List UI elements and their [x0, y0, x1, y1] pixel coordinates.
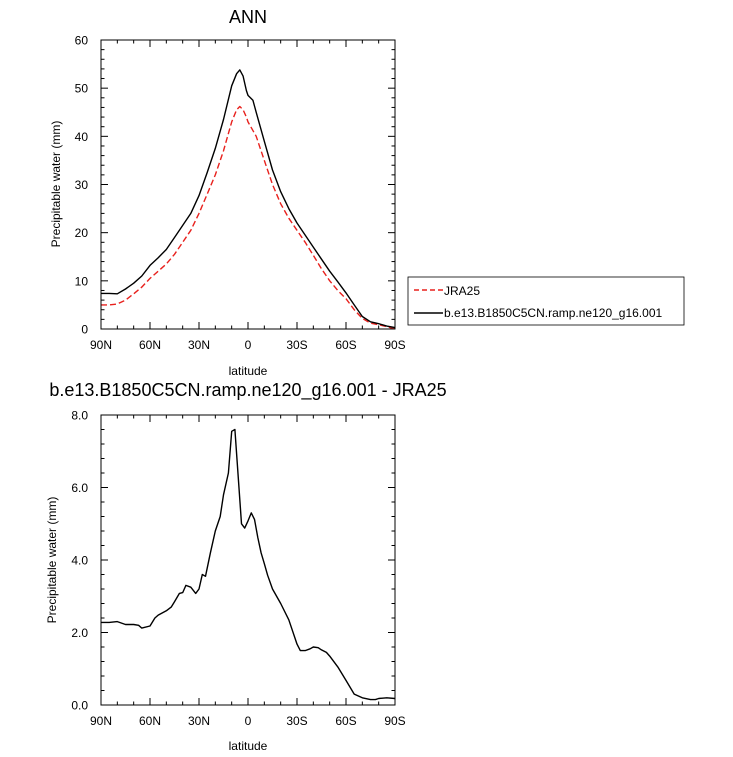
bottom-x-tick-label: 90S	[384, 714, 405, 728]
bottom-chart-title: b.e13.B1850C5CN.ramp.ne120_g16.001 - JRA…	[49, 380, 446, 401]
bottom-y-tick-label: 0.0	[71, 699, 88, 713]
top-x-tick-label: 90N	[90, 338, 112, 352]
legend-box	[407, 276, 685, 326]
top-x-tick-label: 0	[245, 338, 252, 352]
top-y-tick-label: 40	[75, 130, 89, 144]
bottom-panel: b.e13.B1850C5CN.ramp.ne120_g16.001 - JRA…	[45, 380, 447, 753]
legend-label-jra25: JRA25	[444, 284, 480, 298]
bottom-x-axis-label: latitude	[229, 739, 268, 753]
top-plot-frame	[100, 39, 396, 330]
bottom-x-tick-label: 60N	[139, 714, 161, 728]
bottom-plot-frame	[100, 414, 396, 706]
top-y-tick-label: 60	[75, 34, 89, 48]
top-y-tick-label: 30	[75, 178, 89, 192]
top-x-tick-label: 60S	[335, 338, 356, 352]
top-y-tick-label: 50	[75, 82, 89, 96]
top-x-tick-label: 30S	[286, 338, 307, 352]
bottom-y-tick-label: 4.0	[71, 554, 88, 568]
top-y-tick-label: 20	[75, 226, 89, 240]
top-y-tick-label: 0	[81, 323, 88, 337]
top-x-tick-label: 90S	[384, 338, 405, 352]
bottom-y-tick-label: 2.0	[71, 626, 88, 640]
top-panel: ANN 90N 60N 30N 0 30S 60S 90S 0 10 20 30 40 50 60 Pre…	[49, 7, 406, 378]
top-series-line-b-e13-b1850c5cn-ramp-ne120-g16-001	[101, 69, 396, 329]
bottom-x-tick-label: 30N	[188, 714, 210, 728]
bottom-x-tick-label: 60S	[335, 714, 356, 728]
bottom-series-line-difference	[101, 428, 396, 701]
bottom-y-tick-label: 6.0	[71, 481, 88, 495]
top-x-tick-label: 60N	[139, 338, 161, 352]
top-y-axis-label: Precipitable water (mm)	[49, 121, 63, 248]
bottom-x-tick-label: 90N	[90, 714, 112, 728]
bottom-x-tick-label: 30S	[286, 714, 307, 728]
legend: JRA25 b.e13.B1850C5CN.ramp.ne120_g16.001	[407, 276, 685, 326]
top-chart-title: ANN	[229, 7, 267, 27]
bottom-y-axis-label: Precipitable water (mm)	[45, 497, 59, 624]
bottom-y-tick-label: 8.0	[71, 409, 88, 423]
top-x-axis-label: latitude	[229, 364, 268, 378]
top-series-line-jra25	[101, 105, 396, 330]
legend-label-model: b.e13.B1850C5CN.ramp.ne120_g16.001	[444, 306, 662, 320]
top-x-tick-label: 30N	[188, 338, 210, 352]
top-y-tick-label: 10	[75, 274, 89, 288]
bottom-x-tick-label: 0	[245, 714, 252, 728]
